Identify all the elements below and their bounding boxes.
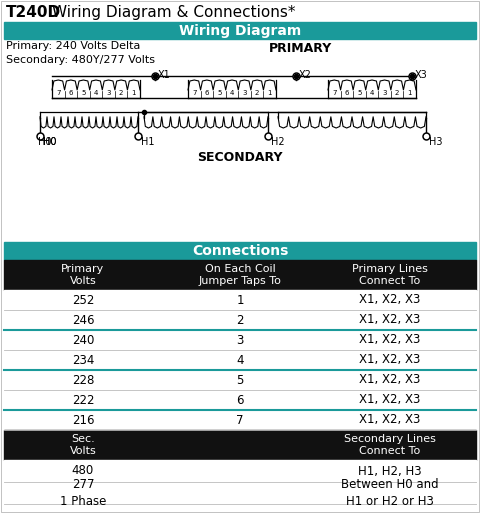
Bar (4, 22, 476, 39)
Text: X1: X1 (158, 70, 171, 80)
Text: PRIMARY: PRIMARY (268, 42, 332, 55)
Text: Wiring Diagram & Connections*: Wiring Diagram & Connections* (52, 5, 296, 20)
Bar (4, 390, 476, 410)
Text: X1, X2, X3: X1, X2, X3 (360, 413, 420, 426)
Text: Primary
Volts: Primary Volts (61, 264, 105, 286)
Text: X3: X3 (415, 70, 428, 80)
Text: 3: 3 (107, 90, 111, 95)
Text: T240D: T240D (6, 5, 61, 20)
Text: 5: 5 (81, 90, 85, 95)
Text: 5: 5 (217, 90, 222, 95)
Bar (4, 370, 476, 390)
Text: 7: 7 (56, 90, 60, 95)
Text: 252: 252 (72, 293, 94, 306)
Text: 2: 2 (119, 90, 123, 95)
Bar (4, 260, 476, 290)
Text: Between H0 and
H1 or H2 or H3: Between H0 and H1 or H2 or H3 (341, 478, 439, 508)
Text: 5: 5 (236, 373, 244, 386)
Text: 228: 228 (72, 373, 94, 386)
Bar (4, 482, 476, 504)
Text: 7: 7 (236, 413, 244, 426)
Text: H3: H3 (429, 137, 443, 147)
Text: 7: 7 (332, 90, 336, 95)
Bar (4, 460, 476, 482)
Text: 7: 7 (192, 90, 196, 95)
Text: H0: H0 (43, 137, 57, 147)
Text: 240: 240 (72, 333, 94, 346)
Text: Primary: 240 Volts Delta
Secondary: 480Y/277 Volts: Primary: 240 Volts Delta Secondary: 480Y… (6, 41, 155, 65)
Text: 4: 4 (230, 90, 234, 95)
Bar (4, 410, 476, 430)
Text: 6: 6 (204, 90, 209, 95)
Text: H0: H0 (43, 137, 57, 147)
Text: 234: 234 (72, 353, 94, 366)
Text: X2: X2 (299, 70, 312, 80)
Bar (4, 330, 476, 350)
Text: 1: 1 (132, 90, 136, 95)
Text: Sec.
Volts: Sec. Volts (70, 434, 96, 456)
Bar (4, 350, 476, 370)
Text: 2: 2 (395, 90, 399, 95)
Text: Wiring Diagram: Wiring Diagram (179, 24, 301, 37)
Text: 1: 1 (408, 90, 412, 95)
Text: On Each Coil
Jumper Taps To: On Each Coil Jumper Taps To (199, 264, 281, 286)
Text: Primary Lines
Connect To: Primary Lines Connect To (352, 264, 428, 286)
Text: 6: 6 (345, 90, 349, 95)
Text: 4: 4 (94, 90, 98, 95)
Text: 5: 5 (357, 90, 361, 95)
Text: X1, X2, X3: X1, X2, X3 (360, 313, 420, 326)
Text: 3: 3 (242, 90, 247, 95)
Text: 216: 216 (72, 413, 94, 426)
Text: 2: 2 (255, 90, 259, 95)
Text: 6: 6 (236, 393, 244, 406)
Text: X1, X2, X3: X1, X2, X3 (360, 393, 420, 406)
Text: 277
1 Phase: 277 1 Phase (60, 478, 106, 508)
Text: 3: 3 (383, 90, 387, 95)
Bar (4, 430, 476, 460)
Text: 2: 2 (236, 313, 244, 326)
Text: H1: H1 (141, 137, 155, 147)
Text: X1, X2, X3: X1, X2, X3 (360, 373, 420, 386)
Text: 1: 1 (236, 293, 244, 306)
Text: X1, X2, X3: X1, X2, X3 (360, 293, 420, 306)
Text: 4: 4 (236, 353, 244, 366)
Text: X1, X2, X3: X1, X2, X3 (360, 333, 420, 346)
Text: Connections: Connections (192, 244, 288, 258)
Text: H2: H2 (271, 137, 285, 147)
Text: 6: 6 (69, 90, 73, 95)
Text: Secondary Lines
Connect To: Secondary Lines Connect To (344, 434, 436, 456)
Text: SECONDARY: SECONDARY (197, 151, 283, 164)
Bar (4, 242, 476, 260)
Text: 4: 4 (370, 90, 374, 95)
Text: 222: 222 (72, 393, 94, 406)
Bar (4, 310, 476, 330)
Text: H0: H0 (38, 137, 51, 147)
Text: X1, X2, X3: X1, X2, X3 (360, 353, 420, 366)
Text: 3: 3 (236, 333, 244, 346)
Text: H1, H2, H3: H1, H2, H3 (358, 464, 422, 478)
Text: 480: 480 (72, 464, 94, 478)
Text: 246: 246 (72, 313, 94, 326)
Bar (4, 290, 476, 310)
Text: 1: 1 (267, 90, 272, 95)
